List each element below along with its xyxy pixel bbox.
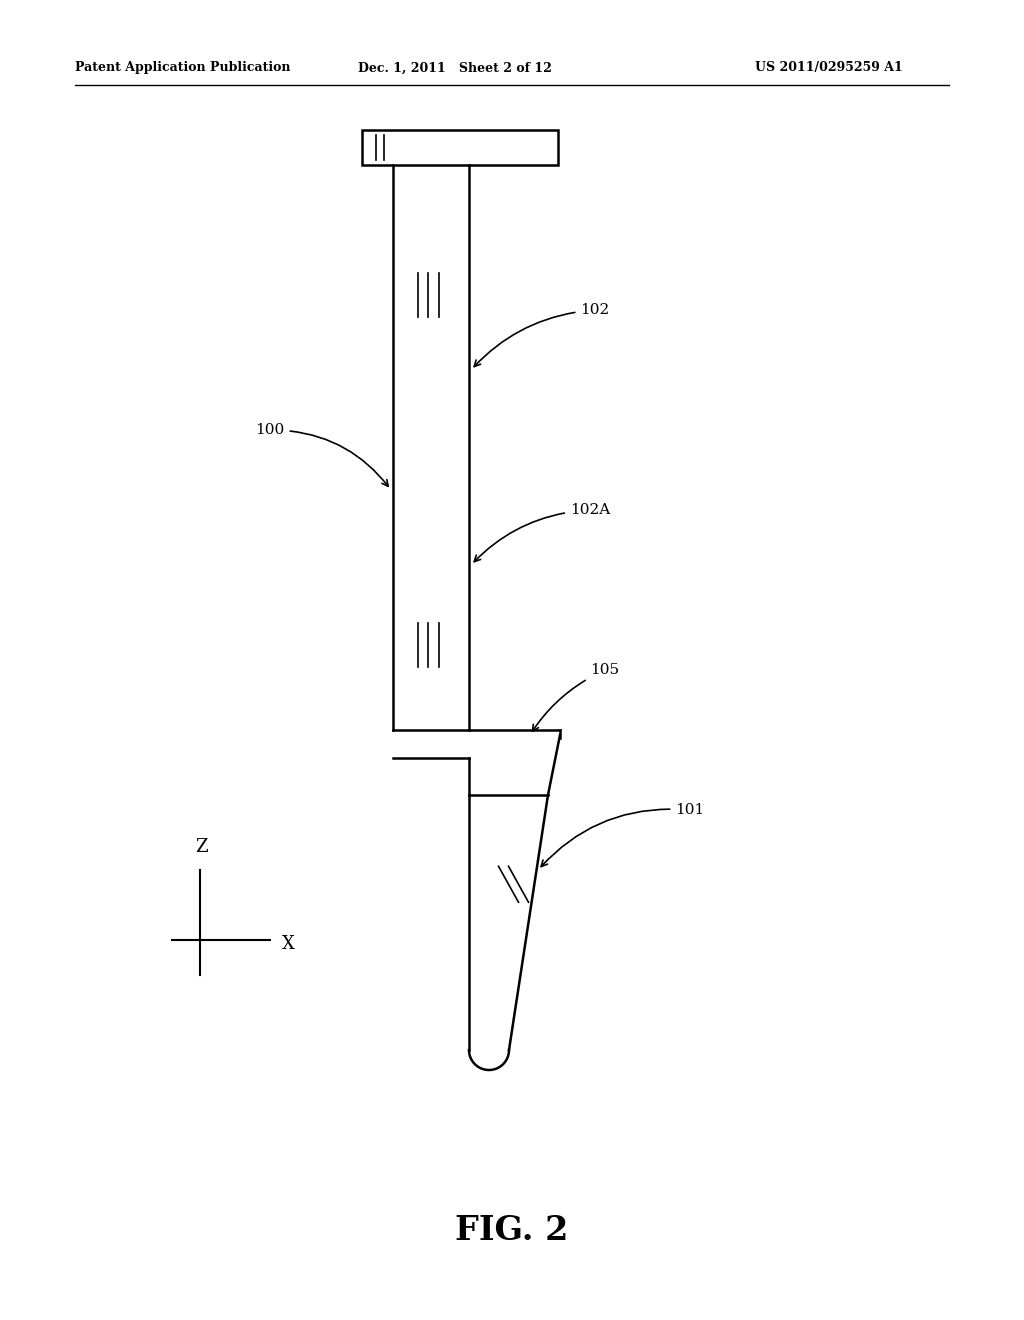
- Text: Patent Application Publication: Patent Application Publication: [75, 62, 291, 74]
- Text: 100: 100: [255, 422, 388, 486]
- Bar: [362, 129, 558, 165]
- Text: 102A: 102A: [474, 503, 610, 561]
- Text: X: X: [282, 935, 295, 953]
- Text: 101: 101: [541, 803, 705, 866]
- Text: Dec. 1, 2011   Sheet 2 of 12: Dec. 1, 2011 Sheet 2 of 12: [358, 62, 552, 74]
- Text: 105: 105: [532, 663, 620, 731]
- Text: US 2011/0295259 A1: US 2011/0295259 A1: [755, 62, 903, 74]
- Text: Z: Z: [196, 838, 208, 855]
- Text: FIG. 2: FIG. 2: [456, 1213, 568, 1246]
- Text: 102: 102: [474, 304, 609, 367]
